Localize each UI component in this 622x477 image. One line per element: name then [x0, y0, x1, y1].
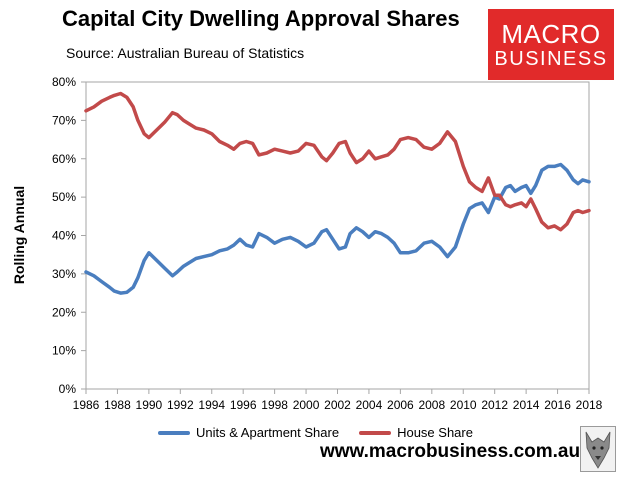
y-tick-label: 50% — [52, 190, 76, 204]
macrobusiness-logo: MACRO BUSINESS — [488, 9, 614, 80]
x-tick-label: 1996 — [230, 398, 257, 412]
legend-swatch-house — [359, 430, 392, 435]
y-tick-label: 40% — [52, 229, 76, 243]
x-tick-label: 1988 — [104, 398, 131, 412]
series-line-units — [84, 162, 591, 295]
y-tick-label: 30% — [52, 267, 76, 281]
y-tick-label: 0% — [59, 382, 77, 396]
y-tick-label: 70% — [52, 113, 76, 127]
legend-label-units: Units & Apartment Share — [196, 425, 340, 440]
x-tick-label: 2002 — [324, 398, 351, 412]
x-tick-label: 2004 — [356, 398, 383, 412]
legend-item-units: Units & Apartment Share — [158, 425, 339, 440]
x-tick-label: 2006 — [387, 398, 414, 412]
wolf-logo-icon — [580, 426, 616, 472]
legend-label-house: House Share — [397, 425, 473, 440]
x-tick-label: 2018 — [576, 398, 603, 412]
x-tick-label: 2010 — [450, 398, 477, 412]
logo-line-2: BUSINESS — [494, 47, 608, 70]
y-tick-label: 80% — [52, 75, 76, 89]
legend-swatch-units — [158, 430, 190, 435]
x-tick-label: 2008 — [418, 398, 445, 412]
y-tick-label: 20% — [52, 305, 76, 319]
x-tick-label: 1994 — [198, 398, 225, 412]
x-tick-label: 2016 — [544, 398, 571, 412]
y-tick-label: 10% — [52, 344, 76, 358]
y-axis-label: Rolling Annual — [11, 186, 27, 284]
legend: Units & Apartment Share House Share — [158, 425, 493, 440]
x-tick-label: 1986 — [73, 398, 100, 412]
plot-border — [85, 81, 590, 390]
x-tick-label: 2012 — [481, 398, 508, 412]
source-note: Source: Australian Bureau of Statistics — [66, 45, 305, 61]
x-tick-label: 1992 — [167, 398, 194, 412]
series-line-house — [84, 91, 591, 232]
x-tick-label: 2000 — [293, 398, 320, 412]
x-tick-label: 1998 — [261, 398, 288, 412]
legend-item-house: House Share — [359, 425, 473, 440]
y-tick-label: 60% — [52, 152, 76, 166]
page-title: Capital City Dwelling Approval Shares — [62, 6, 460, 31]
plot-area: 0% 10% 20% 30% 40% 50% 60% 70% 80% 1986 1988 1990 19… — [52, 75, 603, 412]
x-tick-label: 1990 — [136, 398, 163, 412]
website-url[interactable]: www.macrobusiness.com.au — [320, 441, 581, 462]
x-tick-label: 2014 — [513, 398, 540, 412]
logo-line-1: MACRO — [501, 18, 601, 49]
